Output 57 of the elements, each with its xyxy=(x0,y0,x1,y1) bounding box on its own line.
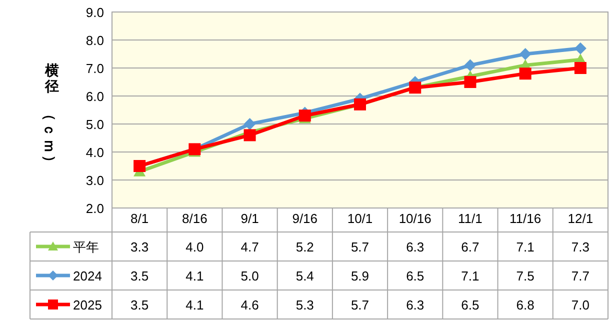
data-label: 7.5 xyxy=(516,268,534,284)
point xyxy=(574,42,586,54)
y-tick-label: 6.0 xyxy=(86,89,104,104)
y-tick-label: 9.0 xyxy=(86,5,104,20)
data-label: 5.0 xyxy=(240,268,259,284)
point xyxy=(519,48,532,60)
data-label: 5.2 xyxy=(296,240,314,254)
data-label: 5.7 xyxy=(350,240,370,254)
x-tick-label: 10/16 xyxy=(398,211,432,226)
data-label: 7.7 xyxy=(571,268,590,284)
data-label: 6.3 xyxy=(406,240,424,254)
point xyxy=(574,62,586,74)
point xyxy=(298,110,311,122)
legend-label: 2024 xyxy=(73,268,102,284)
data-label: 6.8 xyxy=(516,298,534,312)
point xyxy=(244,129,256,142)
y-tick-label: 8.0 xyxy=(86,33,104,48)
x-tick-label: 8/1 xyxy=(130,211,149,226)
data-label: 5.3 xyxy=(296,298,314,312)
point xyxy=(464,76,476,88)
y-tick-label: 7.0 xyxy=(86,61,104,76)
point xyxy=(519,68,532,80)
data-label: 6.5 xyxy=(406,268,424,284)
legend-label: 平年 xyxy=(73,240,99,254)
y-tick-label: 5.0 xyxy=(86,117,104,132)
y-tick-label: 4.0 xyxy=(86,145,104,160)
x-tick-label: 9/16 xyxy=(292,211,318,226)
data-label: 4.7 xyxy=(240,240,259,254)
y-tick-label: 2.0 xyxy=(86,201,104,216)
x-tick-label: 8/16 xyxy=(182,211,208,226)
data-label: 7.1 xyxy=(516,240,534,254)
x-tick-label: 10/1 xyxy=(347,211,373,226)
data-label: 4.1 xyxy=(186,298,204,312)
legend-label: 2025 xyxy=(73,298,102,312)
x-tick-label: 9/1 xyxy=(240,211,259,226)
data-label: 4.0 xyxy=(186,240,204,254)
x-tick-label: 12/1 xyxy=(568,211,594,226)
data-label: 7.0 xyxy=(571,298,590,312)
data-label: 6.5 xyxy=(461,298,480,312)
data-label: 7.1 xyxy=(461,268,480,284)
data-label: 5.7 xyxy=(350,298,370,312)
data-label: 6.7 xyxy=(461,240,480,254)
x-tick-label: 11/1 xyxy=(458,211,482,226)
point xyxy=(244,118,256,130)
data-label: 6.3 xyxy=(406,298,424,312)
x-tick-label: 11/16 xyxy=(510,211,542,226)
y-axis-title: 横径（ｃｍ） xyxy=(42,62,59,169)
data-label: 3.5 xyxy=(130,298,149,312)
data-label: 5.9 xyxy=(350,268,370,284)
data-label: 3.3 xyxy=(130,240,149,254)
data-label: 3.5 xyxy=(130,268,149,284)
point xyxy=(464,59,476,72)
data-label: 4.1 xyxy=(186,268,204,284)
data-label: 7.3 xyxy=(571,240,590,254)
data-label: 4.6 xyxy=(240,298,259,312)
data-label: 5.4 xyxy=(296,268,314,284)
y-tick-label: 3.0 xyxy=(86,173,104,188)
